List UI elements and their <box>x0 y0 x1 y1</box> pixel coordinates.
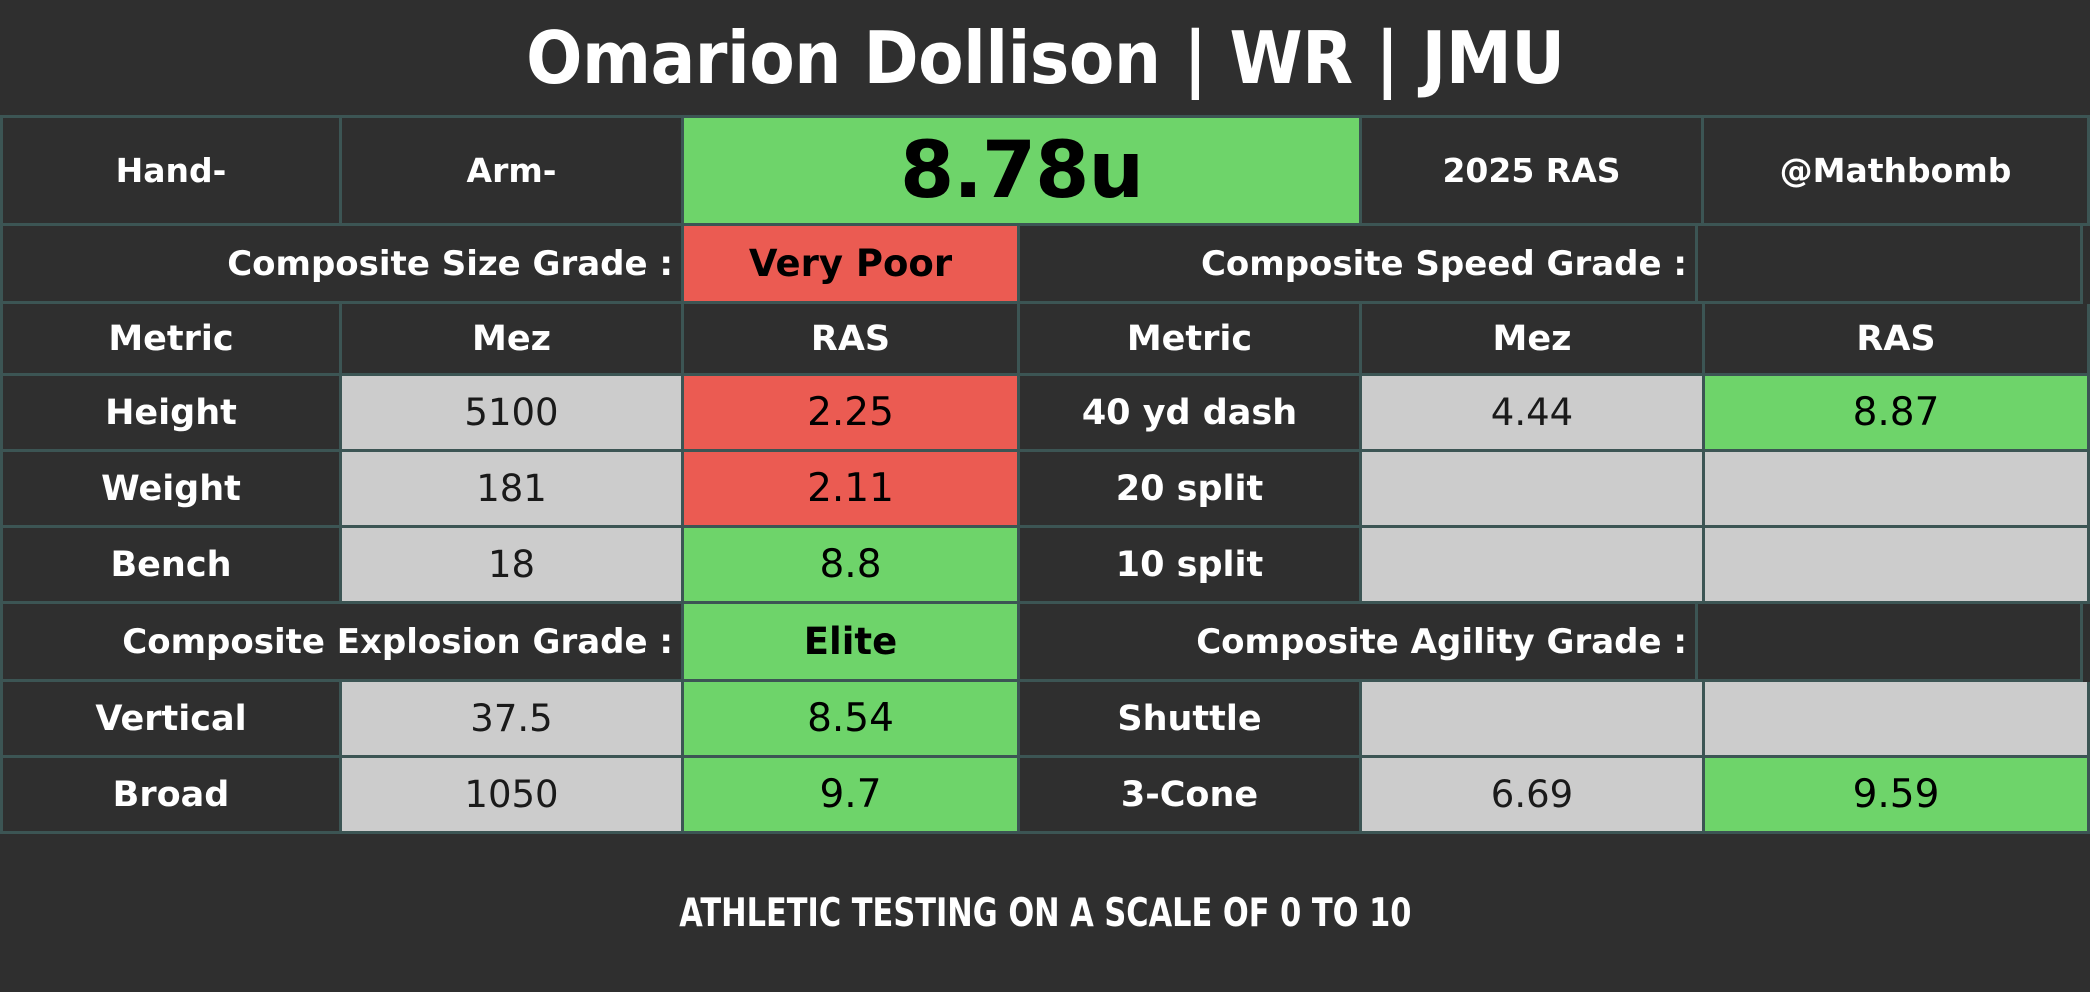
header-metric-left: Metric <box>0 304 342 376</box>
composite-explosion-grade-value: Elite <box>684 604 1020 682</box>
overall-ras-score: 8.78u <box>684 118 1362 226</box>
mez-value: 1050 <box>342 758 684 834</box>
ras-value: 9.7 <box>684 758 1020 834</box>
header-metric-right: Metric <box>1020 304 1362 376</box>
table-row: Vertical 37.5 8.54 Shuttle <box>0 682 2090 758</box>
metric-label: 20 split <box>1020 452 1362 528</box>
mez-value: 4.44 <box>1362 376 1705 452</box>
table-header-row: Metric Mez RAS Metric Mez RAS <box>0 304 2090 376</box>
table-row: Height 5100 2.25 40 yd dash 4.44 8.87 <box>0 376 2090 452</box>
header-ras-left: RAS <box>684 304 1020 376</box>
metric-label: Height <box>0 376 342 452</box>
ras-value: 2.25 <box>684 376 1020 452</box>
ras-value: 8.8 <box>684 528 1020 604</box>
metric-label: Broad <box>0 758 342 834</box>
metric-label: Bench <box>0 528 342 604</box>
composite-size-grade-label: Composite Size Grade : <box>0 226 684 304</box>
ras-value: 2.11 <box>684 452 1020 528</box>
header-mez-left: Mez <box>342 304 684 376</box>
composite-explosion-agility-grade-row: Composite Explosion Grade : Elite Compos… <box>0 604 2090 682</box>
mez-value: 6.69 <box>1362 758 1705 834</box>
ras-value: 8.87 <box>1705 376 2090 452</box>
composite-explosion-grade-label: Composite Explosion Grade : <box>0 604 684 682</box>
ras-value: 9.59 <box>1705 758 2090 834</box>
author-handle: @Mathbomb <box>1704 118 2090 226</box>
metric-label: Vertical <box>0 682 342 758</box>
mez-value: 37.5 <box>342 682 684 758</box>
hand-measurement: Hand- <box>0 118 342 226</box>
table-row: Weight 181 2.11 20 split <box>0 452 2090 528</box>
composite-speed-grade-value <box>1698 226 2083 304</box>
card-footer: ATHLETIC TESTING ON A SCALE OF 0 TO 10 <box>0 834 2090 992</box>
metric-label: 10 split <box>1020 528 1362 604</box>
composite-speed-grade-label: Composite Speed Grade : <box>1020 226 1698 304</box>
ras-value <box>1705 682 2090 758</box>
mez-value <box>1362 528 1705 604</box>
ras-value <box>1705 452 2090 528</box>
metric-label: Shuttle <box>1020 682 1362 758</box>
table-row: Broad 1050 9.7 3-Cone 6.69 9.59 <box>0 758 2090 834</box>
score-row: Hand- Arm- 8.78u 2025 RAS @Mathbomb <box>0 118 2090 226</box>
composite-size-grade-value: Very Poor <box>684 226 1020 304</box>
header-ras-right: RAS <box>1705 304 2090 376</box>
mez-value <box>1362 682 1705 758</box>
mez-value: 5100 <box>342 376 684 452</box>
metric-label: 3-Cone <box>1020 758 1362 834</box>
composite-size-speed-grade-row: Composite Size Grade : Very Poor Composi… <box>0 226 2090 304</box>
composite-agility-grade-label: Composite Agility Grade : <box>1020 604 1698 682</box>
arm-measurement: Arm- <box>342 118 684 226</box>
header-mez-right: Mez <box>1362 304 1705 376</box>
ras-value: 8.54 <box>684 682 1020 758</box>
ras-value <box>1705 528 2090 604</box>
metric-label: Weight <box>0 452 342 528</box>
composite-agility-grade-value <box>1698 604 2083 682</box>
mez-value: 181 <box>342 452 684 528</box>
mez-value <box>1362 452 1705 528</box>
mez-value: 18 <box>342 528 684 604</box>
table-row: Bench 18 8.8 10 split <box>0 528 2090 604</box>
metric-label: 40 yd dash <box>1020 376 1362 452</box>
card-title-bar: Omarion Dollison | WR | JMU <box>0 0 2090 118</box>
footer-note: ATHLETIC TESTING ON A SCALE OF 0 TO 10 <box>678 890 1412 936</box>
ras-year-label: 2025 RAS <box>1362 118 1704 226</box>
page-title: Omarion Dollison | WR | JMU <box>525 15 1565 100</box>
